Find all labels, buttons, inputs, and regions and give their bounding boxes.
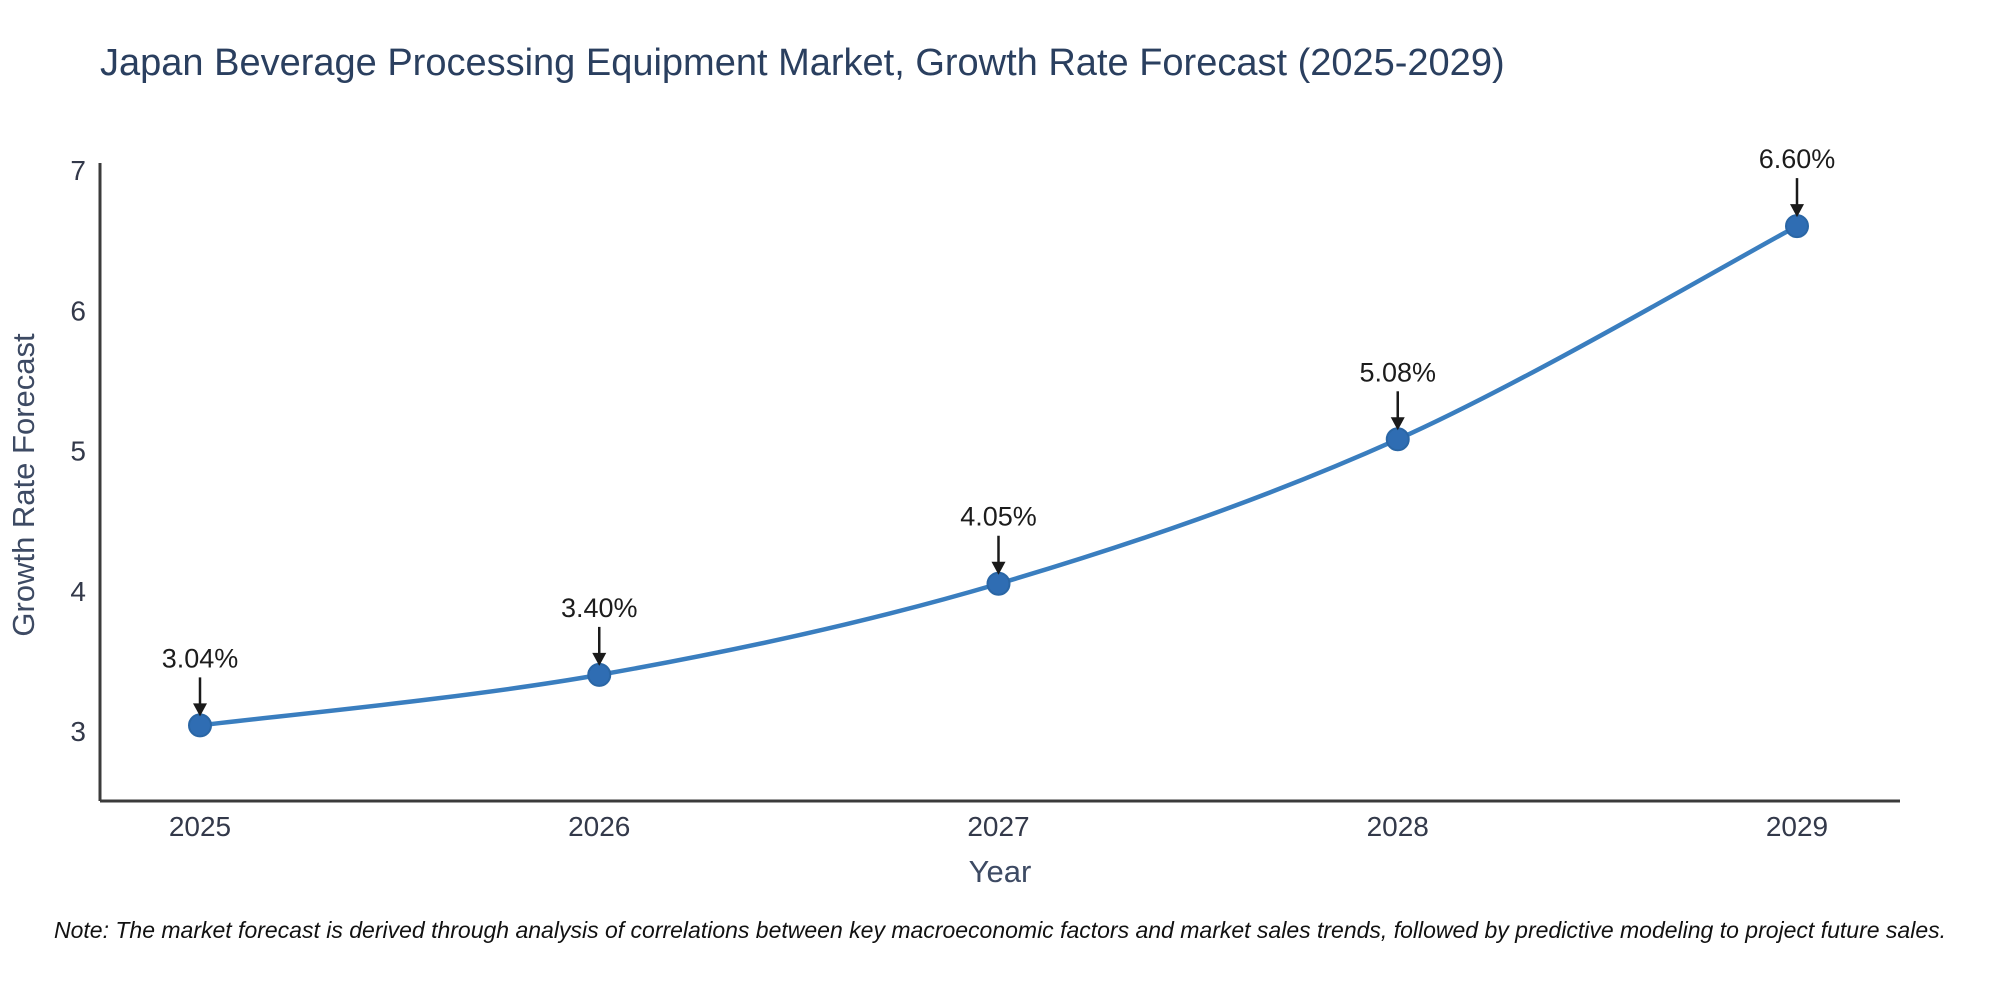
annotation-label: 6.60% bbox=[1759, 144, 1836, 174]
data-point-marker bbox=[1385, 427, 1410, 452]
annotation-arrowhead bbox=[592, 652, 607, 666]
annotation-label: 3.40% bbox=[561, 593, 638, 623]
x-tick-label: 2027 bbox=[967, 811, 1029, 842]
annotation-arrowhead bbox=[1390, 417, 1405, 431]
x-axis-title: Year bbox=[969, 854, 1032, 889]
annotation-arrowhead bbox=[1790, 204, 1804, 218]
footnote: Note: The market forecast is derived thr… bbox=[54, 917, 1946, 943]
plot-area: 3 4 5 6 7 2025 2026 2027 2028 2029 3.04% 3.40% 4.05%… bbox=[70, 144, 1900, 842]
data-point-marker bbox=[986, 571, 1011, 596]
data-point-marker bbox=[188, 713, 212, 738]
annotation-arrowhead bbox=[193, 703, 207, 717]
data-point-marker bbox=[1785, 214, 1809, 239]
data-point-marker bbox=[587, 662, 612, 687]
y-tick-label: 3 bbox=[70, 716, 86, 747]
y-tick-label: 5 bbox=[70, 436, 86, 467]
chart-title: Japan Beverage Processing Equipment Mark… bbox=[100, 42, 1505, 84]
x-tick-label: 2029 bbox=[1766, 811, 1828, 842]
forecast-line bbox=[197, 223, 1800, 728]
annotation-label: 5.08% bbox=[1359, 357, 1436, 387]
y-tick-label: 7 bbox=[70, 155, 86, 186]
x-tick-label: 2025 bbox=[169, 811, 231, 842]
annotation-label: 3.04% bbox=[162, 643, 239, 673]
y-tick-label: 4 bbox=[70, 576, 86, 607]
x-tick-label: 2028 bbox=[1367, 811, 1429, 842]
x-tick-label: 2026 bbox=[568, 811, 630, 842]
y-tick-label: 6 bbox=[70, 295, 86, 326]
y-axis-title: Growth Rate Forecast bbox=[6, 333, 41, 637]
annotation-label: 4.05% bbox=[960, 502, 1037, 532]
annotation-arrowhead bbox=[991, 561, 1006, 575]
